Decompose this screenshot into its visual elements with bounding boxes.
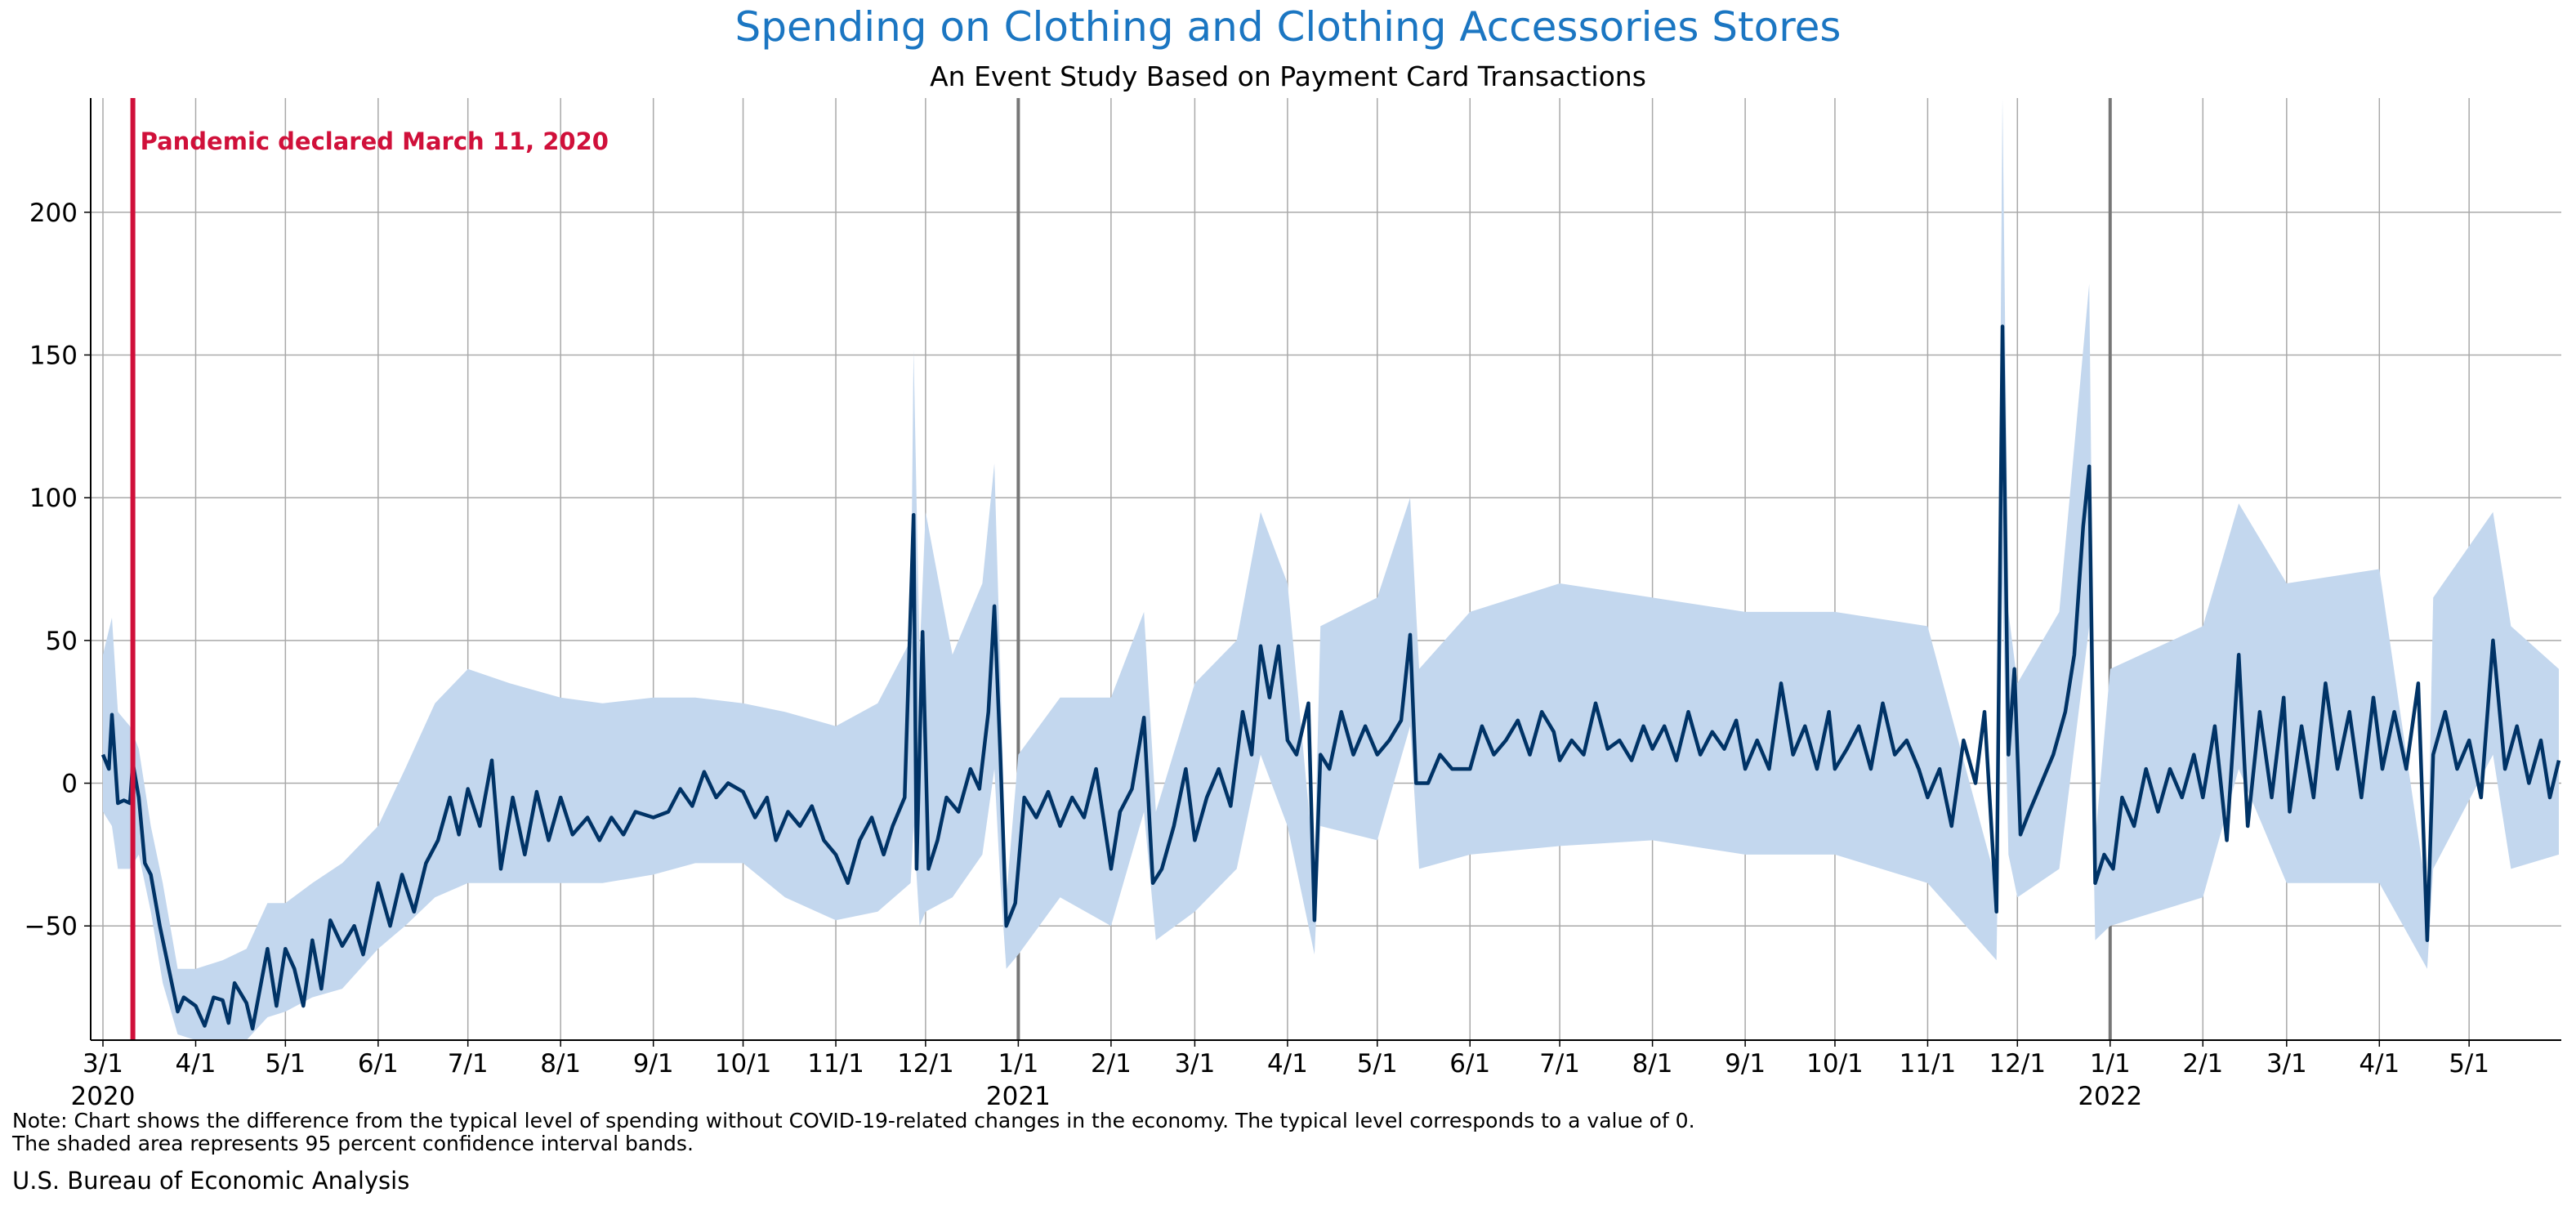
x-tick-label: 11/1 (1900, 1049, 1957, 1079)
series-line-layer (100, 324, 2561, 1031)
pandemic-event-label: Pandemic declared March 11, 2020 (141, 127, 609, 155)
x-tick-label: 3/1 (1174, 1049, 1215, 1079)
x-tick-label: 4/1 (176, 1049, 217, 1079)
chart-subtitle: An Event Study Based on Payment Card Tra… (930, 60, 1646, 92)
y-tick-label: 50 (46, 627, 78, 656)
x-tick-label: 3/1 (83, 1049, 123, 1079)
x-tick-label: 2/1 (2182, 1049, 2223, 1079)
x-tick-label: 3/1 (2266, 1049, 2307, 1079)
event-layer: Pandemic declared March 11, 2020 (130, 98, 609, 1040)
x-tick-label: 12/1 (897, 1049, 954, 1079)
x-tick-label: 10/1 (1806, 1049, 1864, 1079)
x-tick-label: 6/1 (1449, 1049, 1490, 1079)
chart-note-line-2: The shaded area represents 95 percent co… (12, 1132, 694, 1155)
x-tick-label: 9/1 (633, 1049, 674, 1079)
x-tick-label: 9/1 (1725, 1049, 1766, 1079)
x-tick-label: 8/1 (540, 1049, 581, 1079)
source-credit: U.S. Bureau of Economic Analysis (12, 1167, 410, 1195)
confidence-band-layer (103, 98, 2559, 1040)
x-year-label: 2020 (71, 1082, 136, 1111)
x-tick-label: 5/1 (2449, 1049, 2489, 1079)
x-tick-label: 1/1 (2090, 1049, 2131, 1079)
x-tick-label: 8/1 (1632, 1049, 1673, 1079)
x-tick-label: 12/1 (1989, 1049, 2046, 1079)
x-tick-label: 5/1 (1357, 1049, 1398, 1079)
x-tick-label: 11/1 (807, 1049, 864, 1079)
y-tick-label: 150 (29, 341, 78, 370)
y-tick-label: 100 (29, 484, 78, 513)
x-tick-label: 10/1 (715, 1049, 772, 1079)
chart-note-line-1: Note: Chart shows the difference from th… (12, 1109, 1695, 1132)
x-tick-label: 7/1 (1539, 1049, 1580, 1079)
x-tick-label: 7/1 (448, 1049, 489, 1079)
x-year-label: 2022 (2078, 1082, 2142, 1111)
x-tick-label: 4/1 (1267, 1049, 1308, 1079)
confidence-band (103, 98, 2559, 1040)
chart-title: Spending on Clothing and Clothing Access… (734, 3, 1842, 51)
x-tick-label: 5/1 (265, 1049, 306, 1079)
x-year-label: 2021 (986, 1082, 1051, 1111)
y-tick-label: −50 (25, 912, 78, 941)
y-tick-label: 0 (61, 770, 78, 799)
x-tick-label: 6/1 (358, 1049, 399, 1079)
x-tick-label: 4/1 (2359, 1049, 2400, 1079)
x-tick-label: 1/1 (998, 1049, 1038, 1079)
spending-line (100, 324, 2561, 1031)
y-tick-label: 200 (29, 199, 78, 228)
x-tick-label: 2/1 (1091, 1049, 1132, 1079)
axis-layer: −50 0 50 100 150 200 3/1 4/1 5/1 6/1 7/1 8/1 9/1 10/1… (25, 98, 2561, 1111)
